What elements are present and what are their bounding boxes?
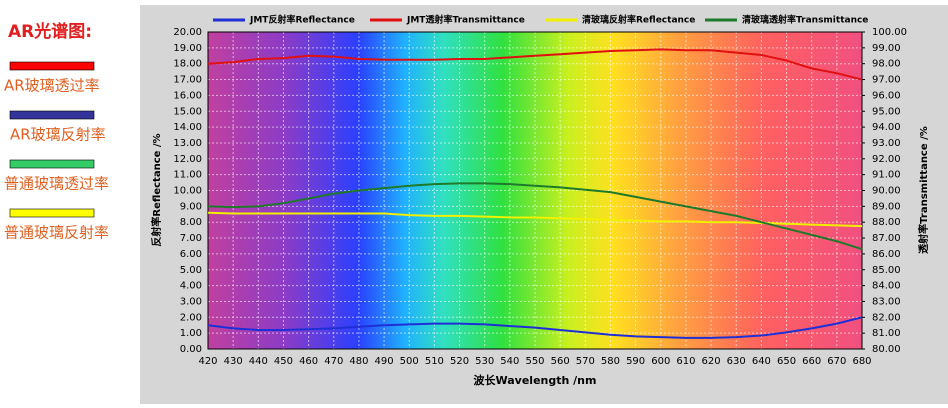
- y2-tick-label: 86.00: [872, 249, 901, 260]
- y2-tick-label: 95.00: [872, 106, 901, 117]
- x-tick-label: 530: [475, 356, 494, 367]
- y2-tick-label: 97.00: [872, 75, 901, 86]
- y-tick-label: 7.00: [180, 233, 202, 244]
- series-line: [207, 182, 863, 251]
- y2-tick-label: 99.00: [872, 43, 901, 54]
- y-tick-label: 18.00: [173, 59, 202, 70]
- legend-swatch: [9, 159, 95, 169]
- y2-tick-label: 85.00: [872, 265, 901, 276]
- y-tick-label: 10.00: [173, 186, 202, 197]
- x-tick-label: 580: [601, 356, 620, 367]
- y-tick-label: 14.00: [173, 122, 202, 133]
- y2-tick-label: 94.00: [872, 122, 901, 133]
- y-axis-title: 反射率Reflectance /%: [150, 133, 163, 246]
- legend-swatch: [9, 61, 95, 71]
- y-tick-label: 3.00: [180, 296, 202, 307]
- series-line: [207, 211, 863, 228]
- x-axis-title: 波长Wavelength /nm: [474, 373, 597, 387]
- x-tick-label: 620: [702, 356, 721, 367]
- x-tick-label: 610: [676, 356, 695, 367]
- y2-tick-label: 90.00: [872, 186, 901, 197]
- x-tick-label: 440: [249, 356, 268, 367]
- x-tick-label: 430: [224, 356, 243, 367]
- y2-tick-label: 84.00: [872, 281, 901, 292]
- side-title: AR光谱图:: [8, 21, 92, 42]
- x-tick-label: 650: [777, 356, 796, 367]
- y-tick-label: 16.00: [173, 90, 202, 101]
- y-tick-label: 20.00: [173, 27, 202, 38]
- x-tick-label: 420: [198, 356, 217, 367]
- legend-label: AR玻璃透过率: [4, 77, 100, 95]
- y-tick-label: 6.00: [180, 249, 202, 260]
- x-tick-label: 460: [299, 356, 318, 367]
- x-tick-label: 640: [752, 356, 771, 367]
- x-tick-label: 520: [450, 356, 469, 367]
- legend-label: JMT透射率Transmittance: [406, 14, 525, 26]
- x-tick-label: 510: [425, 356, 444, 367]
- legend-label: JMT反射率Reflectance: [249, 14, 355, 26]
- y2-tick-label: 87.00: [872, 233, 901, 244]
- y-tick-label: 0.00: [180, 344, 202, 355]
- series-line: [207, 48, 863, 81]
- x-tick-label: 680: [852, 356, 871, 367]
- y2-tick-label: 96.00: [872, 90, 901, 101]
- y-tick-label: 11.00: [173, 170, 202, 181]
- legend-swatch: [9, 208, 95, 218]
- y-tick-label: 1.00: [180, 328, 202, 339]
- y2-tick-label: 98.00: [872, 59, 901, 70]
- x-tick-label: 630: [727, 356, 746, 367]
- legend-label: AR玻璃反射率: [10, 126, 106, 144]
- legend-label: 普通玻璃反射率: [4, 224, 109, 242]
- y2-tick-label: 100.00: [872, 27, 907, 38]
- x-tick-label: 570: [576, 356, 595, 367]
- y-tick-label: 13.00: [173, 138, 202, 149]
- legend-label: 普通玻璃透过率: [4, 175, 109, 193]
- y-tick-label: 8.00: [180, 217, 202, 228]
- y-tick-label: 12.00: [173, 154, 202, 165]
- x-tick-label: 600: [651, 356, 670, 367]
- x-tick-label: 450: [274, 356, 293, 367]
- x-tick-label: 540: [500, 356, 519, 367]
- legend-label: 清玻璃反射率Reflectance: [582, 14, 695, 26]
- x-tick-label: 490: [375, 356, 394, 367]
- x-tick-label: 480: [349, 356, 368, 367]
- y2-axis-title: 透射率Transmittance /%: [917, 126, 930, 254]
- x-tick-label: 560: [551, 356, 570, 367]
- y-tick-label: 17.00: [173, 75, 202, 86]
- legend-label: 清玻璃透射率Transmittance: [742, 14, 868, 26]
- y2-tick-label: 89.00: [872, 201, 901, 212]
- series-line: [207, 316, 863, 339]
- x-tick-label: 500: [400, 356, 419, 367]
- y-tick-label: 2.00: [180, 312, 202, 323]
- y-tick-label: 5.00: [180, 265, 202, 276]
- y2-tick-label: 92.00: [872, 154, 901, 165]
- y-tick-label: 15.00: [173, 106, 202, 117]
- y2-tick-label: 93.00: [872, 138, 901, 149]
- x-tick-label: 670: [827, 356, 846, 367]
- y2-tick-label: 91.00: [872, 170, 901, 181]
- plot-border: [207, 31, 863, 350]
- y2-tick-label: 82.00: [872, 312, 901, 323]
- x-tick-label: 590: [626, 356, 645, 367]
- y-tick-label: 19.00: [173, 43, 202, 54]
- y-tick-label: 9.00: [180, 201, 202, 212]
- y2-tick-label: 88.00: [872, 217, 901, 228]
- x-tick-label: 470: [324, 356, 343, 367]
- x-tick-label: 660: [802, 356, 821, 367]
- legend-swatch: [9, 110, 95, 120]
- y2-tick-label: 81.00: [872, 328, 901, 339]
- y-tick-label: 4.00: [180, 281, 202, 292]
- x-tick-label: 550: [525, 356, 544, 367]
- y2-tick-label: 83.00: [872, 296, 901, 307]
- y2-tick-label: 80.00: [872, 344, 901, 355]
